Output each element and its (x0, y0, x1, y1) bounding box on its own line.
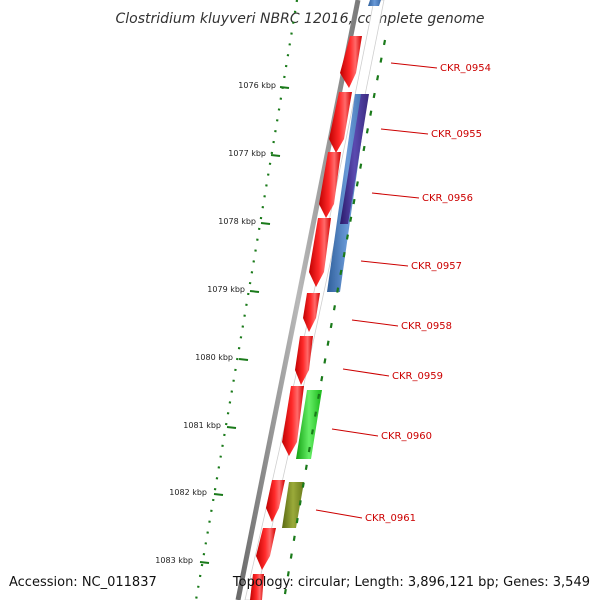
gene-label[interactable]: CKR_0955 (431, 129, 482, 140)
gene-arrow[interactable] (303, 293, 320, 332)
feature-bar-purple[interactable] (340, 94, 369, 224)
ruler-dotted-line (194, 0, 299, 600)
feature-track (282, 0, 381, 528)
feature-bar-green[interactable] (296, 390, 322, 459)
leader-line (331, 428, 379, 437)
gene-label[interactable]: CKR_0957 (411, 261, 462, 272)
ruler-tick (260, 222, 271, 225)
gene-arrow[interactable] (340, 36, 362, 88)
gene-arrow[interactable] (282, 386, 304, 456)
accession-text: Accession: NC_011837 (9, 575, 157, 590)
gene-label[interactable]: CKR_0961 (365, 513, 416, 524)
topology-text: Topology: circular; Length: 3,896,121 bp… (232, 575, 590, 590)
ruler-tick-label: 1077 kbp (228, 149, 266, 158)
gene-arrow[interactable] (309, 218, 331, 287)
backbone-line (235, 0, 361, 600)
gene-labels: CKR_0954 CKR_0955 CKR_0956 CKR_0957 CKR_… (315, 62, 491, 524)
gene-arrow[interactable] (256, 528, 276, 570)
gene-label[interactable]: CKR_0959 (392, 371, 443, 382)
gene-arrow[interactable] (319, 152, 341, 218)
ruler-tick (238, 358, 249, 361)
gene-arrows (250, 36, 362, 600)
leader-line (390, 62, 438, 69)
ruler-tick-label: 1083 kbp (155, 556, 193, 565)
leader-line (380, 128, 429, 135)
feature-bar-olive[interactable] (282, 482, 304, 528)
ruler-tick (199, 561, 210, 564)
feature-bar-blue[interactable] (368, 0, 381, 6)
ruler-tick (213, 493, 224, 496)
leader-line (360, 260, 409, 267)
gene-label[interactable]: CKR_0958 (401, 321, 452, 332)
marker-dotted-track (282, 39, 387, 600)
ruler-tick-label: 1076 kbp (238, 81, 276, 90)
leader-line (351, 319, 399, 327)
ruler-tick (226, 426, 237, 429)
leader-line (315, 509, 363, 519)
ruler-tick-label: 1079 kbp (207, 285, 245, 294)
ruler-tick-label: 1080 kbp (195, 353, 233, 362)
ruler-tick-label: 1082 kbp (169, 488, 207, 497)
ruler-tick (279, 86, 290, 89)
gene-label[interactable]: CKR_0954 (440, 63, 491, 74)
ruler-tick-label: 1081 kbp (183, 421, 221, 430)
ruler-tick-label: 1078 kbp (218, 217, 256, 226)
ruler-tick (270, 154, 281, 157)
map-title: Clostridium kluyveri NBRC 12016, complet… (115, 11, 484, 27)
gene-label[interactable]: CKR_0960 (381, 431, 432, 442)
leader-line (371, 192, 420, 199)
gene-arrow[interactable] (250, 574, 264, 600)
gene-arrow[interactable] (329, 92, 352, 153)
gene-arrow[interactable] (295, 336, 313, 385)
gene-label[interactable]: CKR_0956 (422, 193, 473, 204)
leader-line (342, 368, 390, 377)
ruler-ticks: 1076 kbp 1077 kbp 1078 kbp 1079 kbp 1080… (155, 81, 290, 565)
gene-arrow[interactable] (266, 480, 285, 522)
ruler-tick (249, 290, 260, 293)
